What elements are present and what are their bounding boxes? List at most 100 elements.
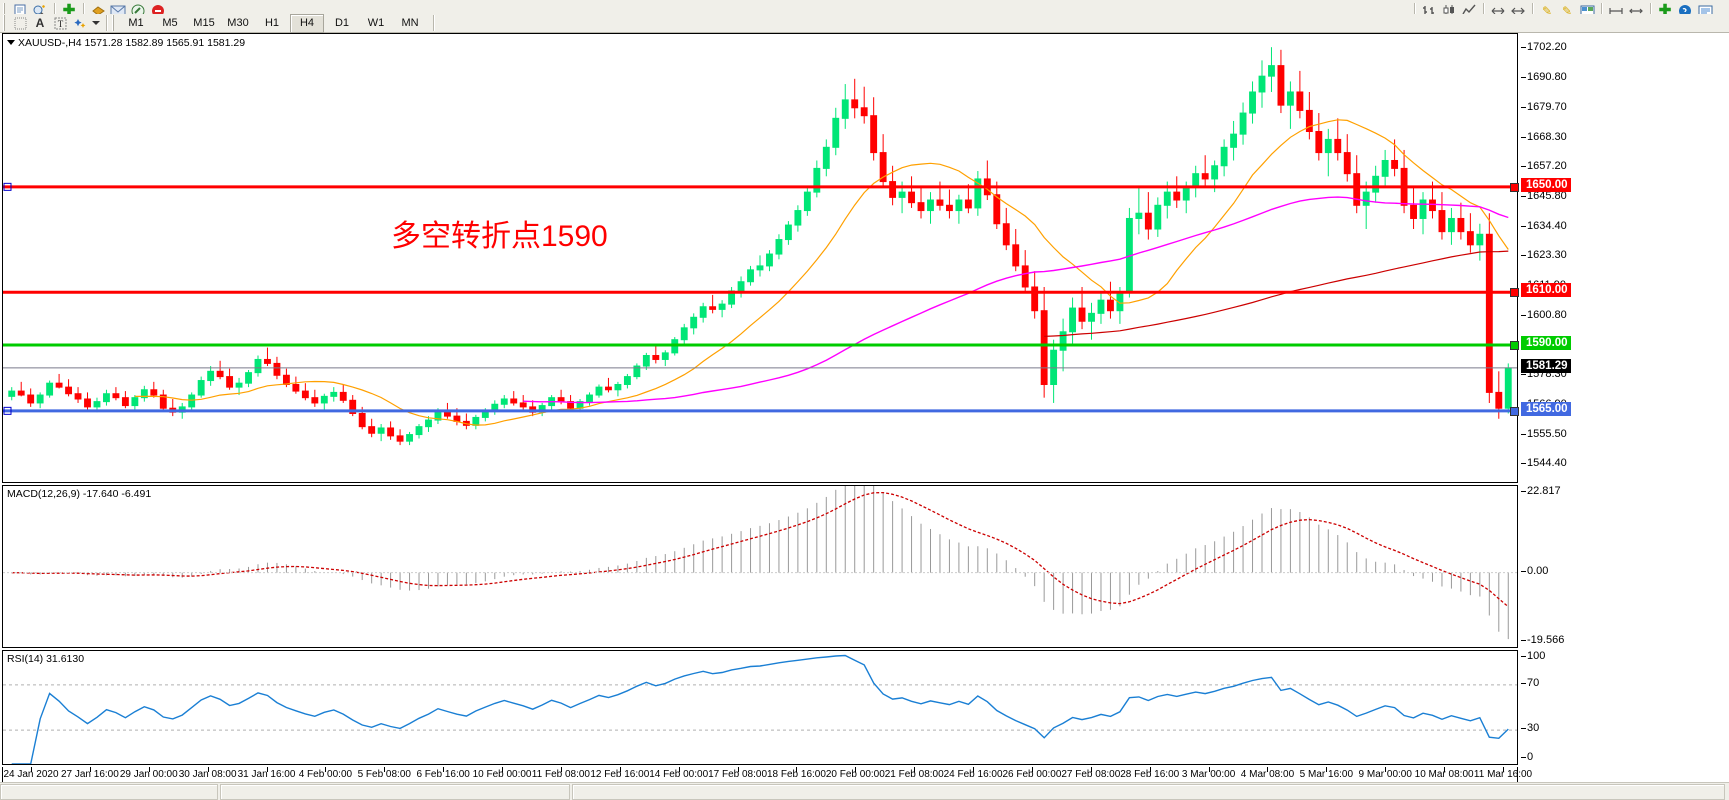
price-tick: 1679.70: [1521, 101, 1567, 113]
timeframe-m30[interactable]: M30: [227, 17, 249, 29]
time-tick-label: 3 Mar 00:00: [1181, 769, 1236, 780]
shapes-icon[interactable]: [70, 14, 90, 32]
time-tick-sep: [1031, 767, 1033, 772]
time-tick-label: 24 Jan 2020: [3, 769, 59, 780]
status-cell-1[interactable]: [0, 783, 218, 800]
time-tick-sep: [266, 767, 268, 772]
time-tick-sep: [737, 767, 739, 772]
time-tick-sep: [443, 767, 445, 772]
time-tick-sep: [619, 767, 621, 772]
time-tick-sep: [207, 767, 209, 772]
rsi-tick: 30: [1521, 722, 1539, 734]
time-tick-sep: [384, 767, 386, 772]
time-tick-label: 12 Feb 16:00: [590, 769, 650, 780]
price-line-handle[interactable]: [1510, 406, 1519, 416]
price-line-handle[interactable]: [1510, 182, 1519, 192]
chart-symbol-title: XAUUSD-,H4 1571.28 1582.89 1565.91 1581.…: [7, 37, 245, 49]
macd-tick: 22.817: [1521, 485, 1561, 497]
price-line-handle[interactable]: [1510, 288, 1519, 298]
time-tick-label: 4 Mar 08:00: [1240, 769, 1295, 780]
toolbar-grip[interactable]: [3, 2, 7, 19]
price-line-handle[interactable]: [1510, 340, 1519, 350]
crosshair-icon[interactable]: [10, 14, 30, 32]
time-tick-label: 24 Feb 16:00: [943, 769, 1003, 780]
stop-icon[interactable]: [148, 2, 168, 20]
chart-canvas[interactable]: XAUUSD-,H4 1571.28 1582.89 1565.91 1581.…: [0, 33, 1729, 800]
bar-chart-icon[interactable]: [1419, 2, 1439, 20]
text-box-icon[interactable]: T: [50, 14, 70, 32]
timeframe-toolbar-grip[interactable]: [112, 15, 116, 31]
price-tick: 1645.80: [1521, 190, 1567, 202]
status-cell-2[interactable]: [220, 783, 570, 800]
timeframe-mn[interactable]: MN: [401, 17, 419, 29]
time-tick-label: 26 Feb 00:00: [1002, 769, 1062, 780]
time-tick-sep: [973, 767, 975, 772]
pencil-icon[interactable]: ✎: [1541, 3, 1553, 18]
timeframe-h4[interactable]: H4: [290, 13, 324, 33]
time-tick-label: 20 Feb 00:00: [825, 769, 885, 780]
time-tick-sep: [1090, 767, 1092, 772]
period-separator-icon[interactable]: [1606, 2, 1626, 20]
price-pane[interactable]: XAUUSD-,H4 1571.28 1582.89 1565.91 1581.…: [2, 33, 1518, 483]
price-tick: 1600.80: [1521, 309, 1567, 321]
rsi-tick: 100: [1521, 650, 1545, 662]
time-tick-label: 5 Feb 08:00: [357, 769, 411, 780]
zoom-in-icon[interactable]: [1488, 2, 1508, 20]
crosshair2-icon[interactable]: [1626, 2, 1646, 20]
time-tick-label: 18 Feb 16:00: [766, 769, 826, 780]
macd-tick: 0.00: [1521, 565, 1548, 577]
help-icon[interactable]: [1675, 2, 1695, 20]
time-tick-label: 11 Mar 16:00: [1473, 769, 1533, 780]
rsi-label: RSI(14) 31.6130: [7, 653, 85, 665]
time-tick-sep: [31, 767, 32, 772]
time-tick-label: 29 Jan 00:00: [119, 769, 178, 780]
rsi-pane[interactable]: RSI(14) 31.6130: [2, 650, 1518, 765]
rsi-tick: 0: [1521, 751, 1533, 763]
navigator-icon[interactable]: [128, 2, 148, 20]
time-tick-label: 28 Feb 16:00: [1120, 769, 1180, 780]
svg-text:T: T: [57, 19, 63, 29]
price-tick: 1668.30: [1521, 131, 1567, 143]
zoom-out-icon[interactable]: [1508, 2, 1528, 20]
line-chart-icon[interactable]: [1459, 2, 1479, 20]
time-tick-label: 5 Mar 16:00: [1299, 769, 1354, 780]
price-label-last-price[interactable]: 1581.29: [1521, 358, 1571, 373]
time-tick-label: 6 Feb 16:00: [416, 769, 470, 780]
price-label-resistance-line[interactable]: 1650.00: [1521, 177, 1571, 192]
time-tick-sep: [1267, 767, 1269, 772]
time-tick-label: 21 Feb 08:00: [884, 769, 944, 780]
rsi-scale: 100 70 30 0: [1519, 650, 1729, 765]
pencil2-icon[interactable]: ✎: [1561, 3, 1573, 18]
timeframe-m5[interactable]: M5: [162, 17, 178, 29]
macd-pane[interactable]: MACD(12,26,9) -17.640 -6.491: [2, 485, 1518, 648]
collapse-triangle-icon[interactable]: [7, 40, 15, 45]
time-tick-sep: [1149, 767, 1151, 772]
time-tick-sep: [560, 767, 562, 772]
price-label-resistance-line[interactable]: 1610.00: [1521, 283, 1571, 298]
expert-advisor-icon[interactable]: [88, 2, 108, 20]
text-label-icon[interactable]: A: [35, 16, 45, 30]
time-tick-label: 4 Feb 00:00: [298, 769, 353, 780]
price-label-pivot-line[interactable]: 1590.00: [1521, 335, 1571, 350]
timeframe-h1[interactable]: H1: [264, 17, 280, 29]
time-tick-sep: [678, 767, 680, 772]
price-scale[interactable]: 1702.20 1690.80 1679.70 1668.30 1657.20 1645.…: [1510, 33, 1729, 483]
price-tick: 1544.40: [1521, 457, 1567, 469]
timeframe-w1[interactable]: W1: [367, 17, 385, 29]
price-tick: 1657.20: [1521, 160, 1567, 172]
rsi-tick: 70: [1521, 677, 1539, 689]
drawing-toolbar-grip[interactable]: [3, 15, 7, 31]
time-axis[interactable]: 24 Jan 2020 27 Jan 16:00 29 Jan 00:00 30 Ja…: [2, 767, 1532, 783]
macd-scale: 22.817 0.00 -19.566: [1519, 485, 1729, 648]
chevron-down-icon[interactable]: [90, 14, 102, 32]
timeframe-m15[interactable]: M15: [193, 17, 215, 29]
price-tick: 1634.40: [1521, 220, 1567, 232]
price-tick: 1555.50: [1521, 428, 1567, 440]
time-tick-label: 10 Feb 00:00: [472, 769, 532, 780]
price-label-support-line[interactable]: 1565.00: [1521, 401, 1571, 416]
price-plot: [3, 47, 1517, 446]
time-tick-label: 30 Jan 08:00: [178, 769, 237, 780]
timeframe-m1[interactable]: M1: [128, 17, 144, 29]
timeframe-d1[interactable]: D1: [334, 17, 350, 29]
macd-tick: -19.566: [1521, 634, 1564, 646]
